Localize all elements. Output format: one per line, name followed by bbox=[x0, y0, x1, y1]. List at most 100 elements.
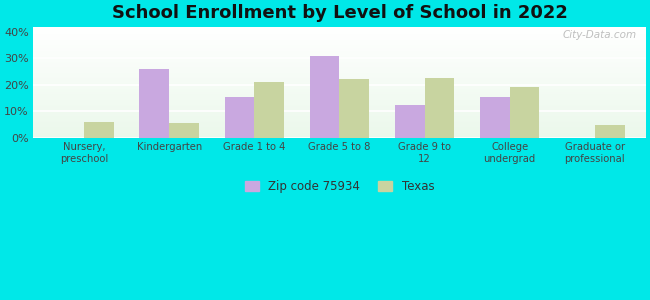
Bar bbox=[84, 122, 114, 138]
Bar bbox=[140, 69, 169, 138]
Title: School Enrollment by Level of School in 2022: School Enrollment by Level of School in … bbox=[112, 4, 567, 22]
Bar bbox=[33, 93, 646, 94]
Bar bbox=[33, 122, 646, 123]
Bar bbox=[33, 49, 646, 50]
Bar bbox=[33, 57, 646, 58]
Bar bbox=[33, 117, 646, 118]
Bar bbox=[33, 48, 646, 49]
Bar bbox=[33, 61, 646, 62]
Bar bbox=[33, 85, 646, 86]
Bar bbox=[169, 123, 199, 138]
Bar bbox=[33, 38, 646, 39]
Legend: Zip code 75934, Texas: Zip code 75934, Texas bbox=[241, 176, 437, 196]
Bar bbox=[33, 33, 646, 34]
Bar bbox=[33, 81, 646, 82]
Bar bbox=[33, 98, 646, 99]
Bar bbox=[33, 76, 646, 77]
Bar bbox=[33, 127, 646, 128]
Bar bbox=[33, 41, 646, 42]
Bar bbox=[33, 63, 646, 64]
Bar bbox=[33, 51, 646, 52]
Bar bbox=[33, 27, 646, 28]
Bar bbox=[33, 86, 646, 87]
Bar bbox=[33, 106, 646, 107]
Bar bbox=[33, 42, 646, 43]
Bar bbox=[33, 92, 646, 93]
Bar bbox=[33, 59, 646, 60]
Bar bbox=[33, 62, 646, 63]
Bar bbox=[395, 105, 424, 138]
Bar bbox=[33, 136, 646, 137]
Bar bbox=[33, 66, 646, 67]
Bar bbox=[33, 133, 646, 134]
Bar bbox=[33, 28, 646, 29]
Bar bbox=[33, 126, 646, 127]
Bar bbox=[424, 78, 454, 138]
Bar bbox=[33, 82, 646, 83]
Bar bbox=[33, 103, 646, 104]
Bar bbox=[33, 97, 646, 98]
Bar bbox=[33, 39, 646, 40]
Bar bbox=[33, 129, 646, 130]
Bar bbox=[33, 26, 646, 27]
Bar bbox=[33, 88, 646, 89]
Bar bbox=[33, 60, 646, 61]
Bar bbox=[33, 58, 646, 59]
Bar bbox=[33, 123, 646, 124]
Bar bbox=[33, 44, 646, 45]
Bar bbox=[33, 77, 646, 78]
Bar bbox=[33, 37, 646, 38]
Bar bbox=[33, 90, 646, 91]
Bar bbox=[33, 111, 646, 112]
Bar bbox=[33, 96, 646, 97]
Bar bbox=[33, 52, 646, 53]
Bar bbox=[33, 68, 646, 69]
Bar bbox=[33, 132, 646, 133]
Bar bbox=[33, 36, 646, 37]
Bar bbox=[33, 131, 646, 132]
Bar bbox=[33, 29, 646, 30]
Bar bbox=[33, 83, 646, 84]
Bar bbox=[33, 79, 646, 80]
Bar bbox=[339, 80, 369, 138]
Bar bbox=[33, 137, 646, 138]
Bar bbox=[33, 53, 646, 54]
Bar bbox=[33, 46, 646, 47]
Bar bbox=[33, 47, 646, 48]
Bar bbox=[595, 124, 625, 138]
Bar bbox=[33, 94, 646, 95]
Bar bbox=[33, 32, 646, 33]
Bar bbox=[33, 84, 646, 85]
Bar bbox=[33, 114, 646, 115]
Bar bbox=[33, 40, 646, 41]
Bar bbox=[33, 105, 646, 106]
Bar bbox=[33, 43, 646, 44]
Bar bbox=[33, 31, 646, 32]
Bar bbox=[33, 35, 646, 36]
Bar bbox=[33, 80, 646, 81]
Bar bbox=[33, 55, 646, 56]
Bar bbox=[33, 115, 646, 116]
Bar bbox=[309, 56, 339, 138]
Bar bbox=[33, 67, 646, 68]
Bar bbox=[33, 128, 646, 129]
Bar bbox=[33, 124, 646, 125]
Bar bbox=[480, 97, 510, 138]
Bar bbox=[33, 89, 646, 90]
Bar bbox=[33, 101, 646, 102]
Bar bbox=[33, 102, 646, 103]
Bar bbox=[33, 113, 646, 114]
Bar bbox=[33, 64, 646, 65]
Bar bbox=[33, 134, 646, 135]
Bar bbox=[33, 119, 646, 120]
Bar bbox=[33, 69, 646, 70]
Bar bbox=[33, 40, 646, 41]
Bar bbox=[33, 61, 646, 62]
Bar bbox=[33, 75, 646, 76]
Bar bbox=[33, 71, 646, 72]
Bar bbox=[33, 112, 646, 113]
Bar bbox=[33, 130, 646, 131]
Bar bbox=[33, 104, 646, 105]
Bar bbox=[33, 116, 646, 117]
Bar bbox=[33, 30, 646, 31]
